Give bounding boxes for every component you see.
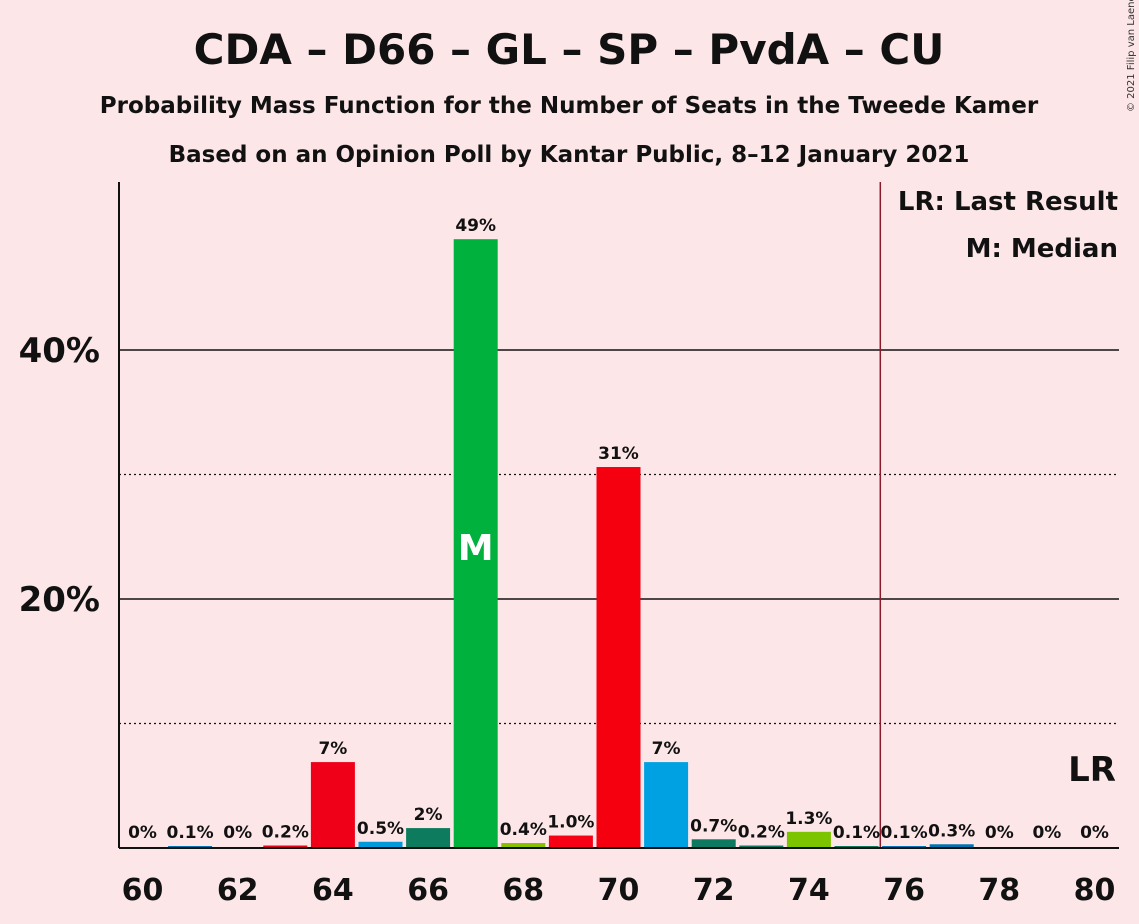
copyright: © 2021 Filip van Laenen [1126,0,1137,112]
x-tick-label: 78 [978,873,1020,908]
bar-69 [548,835,593,848]
y-tick-labels: 20% 40% [19,331,100,620]
chart-title: CDA – D66 – GL – SP – PvdA – CU [194,25,945,74]
data-label-77: 0.3% [928,821,975,841]
data-label-76: 0.1% [881,823,928,843]
x-tick-label: 70 [598,873,640,908]
bar-71 [644,762,689,848]
bar-77 [929,844,974,848]
data-label-69: 1.0% [547,813,594,833]
bar-64 [310,762,355,848]
data-label-64: 7% [318,739,347,759]
data-label-68: 0.4% [500,820,547,840]
chart-subtitle-2: Based on an Opinion Poll by Kantar Publi… [169,142,970,168]
x-tick-label: 74 [788,873,830,908]
data-label-65: 0.5% [357,819,404,839]
x-tick-label: 72 [693,873,735,908]
x-tick-label: 80 [1074,873,1116,908]
data-label-78: 0% [985,823,1014,843]
bar-70 [596,467,641,848]
data-label-63: 0.2% [262,823,309,843]
bar-72 [691,839,736,848]
x-tick-labels: 60 62 64 66 68 70 72 74 76 78 80 [122,873,1116,908]
data-label-66: 2% [414,805,443,825]
legend-median: M: Median [966,234,1118,264]
bar-74 [786,831,831,848]
chart-subtitle-1: Probability Mass Function for the Number… [100,93,1039,119]
median-marker: M [458,528,494,569]
data-label-75: 0.1% [833,823,880,843]
x-tick-label: 68 [502,873,544,908]
bar-73 [739,845,784,848]
y-tick-label: 20% [19,580,100,620]
data-label-67: 49% [455,216,496,236]
x-tick-label: 64 [312,873,354,908]
bar-68 [501,843,546,848]
data-label-74: 1.3% [785,809,832,829]
data-label-62: 0% [223,823,252,843]
x-tick-label: 62 [217,873,259,908]
data-label-70: 31% [598,444,639,464]
legend-last-result: LR: Last Result [898,187,1118,217]
y-tick-label: 40% [19,331,100,371]
data-label-61: 0.1% [167,823,214,843]
data-label-73: 0.2% [738,823,785,843]
bar-66 [406,828,451,848]
data-label-72: 0.7% [690,816,737,836]
data-labels: 0% 0.1% 0% 0.2% 7% 0.5% 2% 49% 0.4% 1.0% 31% 7% 0.7%… [128,216,1109,843]
bars [168,239,974,848]
x-tick-label: 66 [407,873,449,908]
last-result-marker: LR [1068,750,1116,790]
data-label-79: 0% [1032,823,1061,843]
bar-63 [263,845,308,848]
x-tick-label: 60 [122,873,164,908]
bar-65 [358,841,403,848]
data-label-71: 7% [652,739,681,759]
x-tick-label: 76 [883,873,925,908]
data-label-60: 0% [128,823,157,843]
bar-67 [453,239,498,848]
data-label-80: 0% [1080,823,1109,843]
